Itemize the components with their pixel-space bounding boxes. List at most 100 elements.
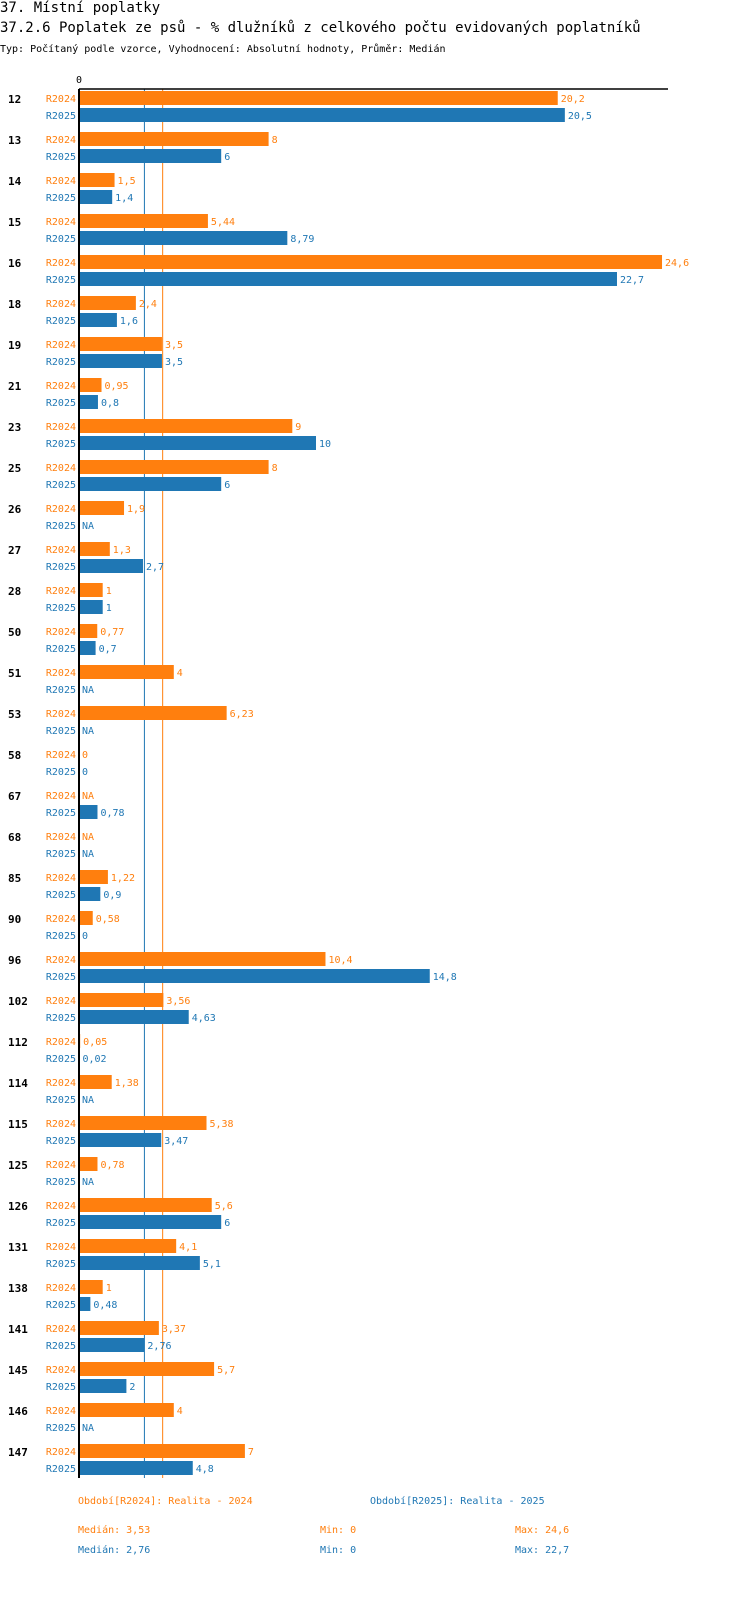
bar-r2024 bbox=[79, 378, 102, 392]
series-label-r2025: R2025 bbox=[46, 1341, 76, 1352]
category-label: 51 bbox=[8, 667, 22, 680]
series-label-r2024: R2024 bbox=[46, 504, 76, 515]
series-label-r2024: R2024 bbox=[46, 463, 76, 474]
median-r2024: Medián: 3,53 bbox=[78, 1525, 151, 1536]
category-label: 16 bbox=[8, 257, 22, 270]
series-label-r2025: R2025 bbox=[46, 357, 76, 368]
series-label-r2025: R2025 bbox=[46, 398, 76, 409]
series-label-r2025: R2025 bbox=[46, 1054, 76, 1065]
value-label-r2024: 5,38 bbox=[210, 1119, 234, 1130]
series-label-r2025: R2025 bbox=[46, 1136, 76, 1147]
value-label-r2025: 4,63 bbox=[192, 1013, 216, 1024]
bar-r2024 bbox=[79, 993, 164, 1007]
category-label: 67 bbox=[8, 790, 21, 803]
bar-r2025 bbox=[79, 641, 96, 655]
series-label-r2024: R2024 bbox=[46, 791, 76, 802]
category-label: 25 bbox=[8, 462, 21, 475]
bar-r2025 bbox=[79, 272, 617, 286]
value-label-r2024: 5,6 bbox=[215, 1201, 233, 1212]
bar-r2024 bbox=[79, 419, 293, 433]
category-label: 146 bbox=[8, 1405, 28, 1418]
bar-r2024 bbox=[79, 542, 110, 556]
series-label-r2024: R2024 bbox=[46, 709, 76, 720]
value-label-r2025: NA bbox=[82, 849, 94, 860]
min-r2025: Min: 0 bbox=[320, 1545, 357, 1556]
series-label-r2024: R2024 bbox=[46, 381, 76, 392]
value-label-r2025: 10 bbox=[319, 439, 331, 450]
value-label-r2024: 4,1 bbox=[179, 1242, 197, 1253]
value-label-r2025: 5,1 bbox=[203, 1259, 221, 1270]
bar-r2024 bbox=[79, 952, 326, 966]
bar-r2025 bbox=[79, 1215, 222, 1229]
median-r2025: Medián: 2,76 bbox=[78, 1545, 151, 1556]
category-label: 12 bbox=[8, 93, 21, 106]
bar-r2024 bbox=[79, 91, 558, 105]
value-label-r2024: 9 bbox=[295, 422, 301, 433]
section-title: 37. Místní poplatky bbox=[0, 0, 161, 16]
value-label-r2024: 2,4 bbox=[139, 299, 157, 310]
series-label-r2025: R2025 bbox=[46, 1464, 76, 1475]
value-label-r2024: 0,95 bbox=[105, 381, 129, 392]
value-label-r2025: 4,8 bbox=[196, 1464, 214, 1475]
series-label-r2025: R2025 bbox=[46, 1013, 76, 1024]
value-label-r2025: 6 bbox=[224, 480, 230, 491]
value-label-r2025: NA bbox=[82, 685, 94, 696]
value-label-r2024: 0,77 bbox=[100, 627, 124, 638]
series-label-r2025: R2025 bbox=[46, 1095, 76, 1106]
category-label: 125 bbox=[8, 1159, 28, 1172]
series-label-r2025: R2025 bbox=[46, 1259, 76, 1270]
series-label-r2024: R2024 bbox=[46, 955, 76, 966]
series-label-r2024: R2024 bbox=[46, 832, 76, 843]
bar-r2024 bbox=[79, 132, 269, 146]
series-label-r2025: R2025 bbox=[46, 193, 76, 204]
category-label: 50 bbox=[8, 626, 21, 639]
category-label: 26 bbox=[8, 503, 22, 516]
bar-r2024 bbox=[79, 1075, 112, 1089]
axis-tick-zero: 0 bbox=[76, 75, 82, 86]
series-label-r2025: R2025 bbox=[46, 767, 76, 778]
bar-r2024 bbox=[79, 296, 136, 310]
bar-r2024 bbox=[79, 501, 125, 515]
value-label-r2024: 1,3 bbox=[113, 545, 131, 556]
value-label-r2025: 6 bbox=[224, 1218, 230, 1229]
value-label-r2024: 1 bbox=[106, 1283, 112, 1294]
category-label: 23 bbox=[8, 421, 21, 434]
value-label-r2025: NA bbox=[82, 726, 94, 737]
value-label-r2024: 0,78 bbox=[100, 1160, 124, 1171]
value-label-r2024: 1 bbox=[106, 586, 112, 597]
series-label-r2024: R2024 bbox=[46, 750, 76, 761]
bar-r2025 bbox=[79, 1256, 200, 1270]
bar-r2024 bbox=[79, 1362, 215, 1376]
chart-title: 37.2.6 Poplatek ze psů - % dlužníků z ce… bbox=[0, 20, 641, 36]
category-label: 112 bbox=[8, 1036, 28, 1049]
bar-r2025 bbox=[79, 887, 101, 901]
value-label-r2025: 0 bbox=[82, 931, 88, 942]
series-label-r2024: R2024 bbox=[46, 1324, 76, 1335]
series-label-r2025: R2025 bbox=[46, 1218, 76, 1229]
value-label-r2024: 5,44 bbox=[211, 217, 235, 228]
category-label: 85 bbox=[8, 872, 21, 885]
series-label-r2024: R2024 bbox=[46, 1242, 76, 1253]
bar-r2025 bbox=[79, 108, 565, 122]
value-label-r2025: 2,76 bbox=[147, 1341, 171, 1352]
series-label-r2024: R2024 bbox=[46, 1037, 76, 1048]
series-label-r2024: R2024 bbox=[46, 1119, 76, 1130]
series-label-r2025: R2025 bbox=[46, 152, 76, 163]
bar-r2025 bbox=[79, 1379, 127, 1393]
bar-r2024 bbox=[79, 583, 103, 597]
value-label-r2025: 2,7 bbox=[146, 562, 164, 573]
category-label: 131 bbox=[8, 1241, 28, 1254]
series-label-r2024: R2024 bbox=[46, 1078, 76, 1089]
value-label-r2025: 1 bbox=[106, 603, 112, 614]
bar-r2025 bbox=[79, 231, 288, 245]
value-label-r2024: 1,22 bbox=[111, 873, 135, 884]
category-label: 14 bbox=[8, 175, 22, 188]
value-label-r2025: 0,02 bbox=[82, 1054, 106, 1065]
category-label: 138 bbox=[8, 1282, 28, 1295]
bar-r2024 bbox=[79, 665, 174, 679]
series-label-r2025: R2025 bbox=[46, 1382, 76, 1393]
bar-r2025 bbox=[79, 149, 222, 163]
category-label: 114 bbox=[8, 1077, 28, 1090]
value-label-r2024: 3,5 bbox=[165, 340, 183, 351]
series-label-r2024: R2024 bbox=[46, 217, 76, 228]
